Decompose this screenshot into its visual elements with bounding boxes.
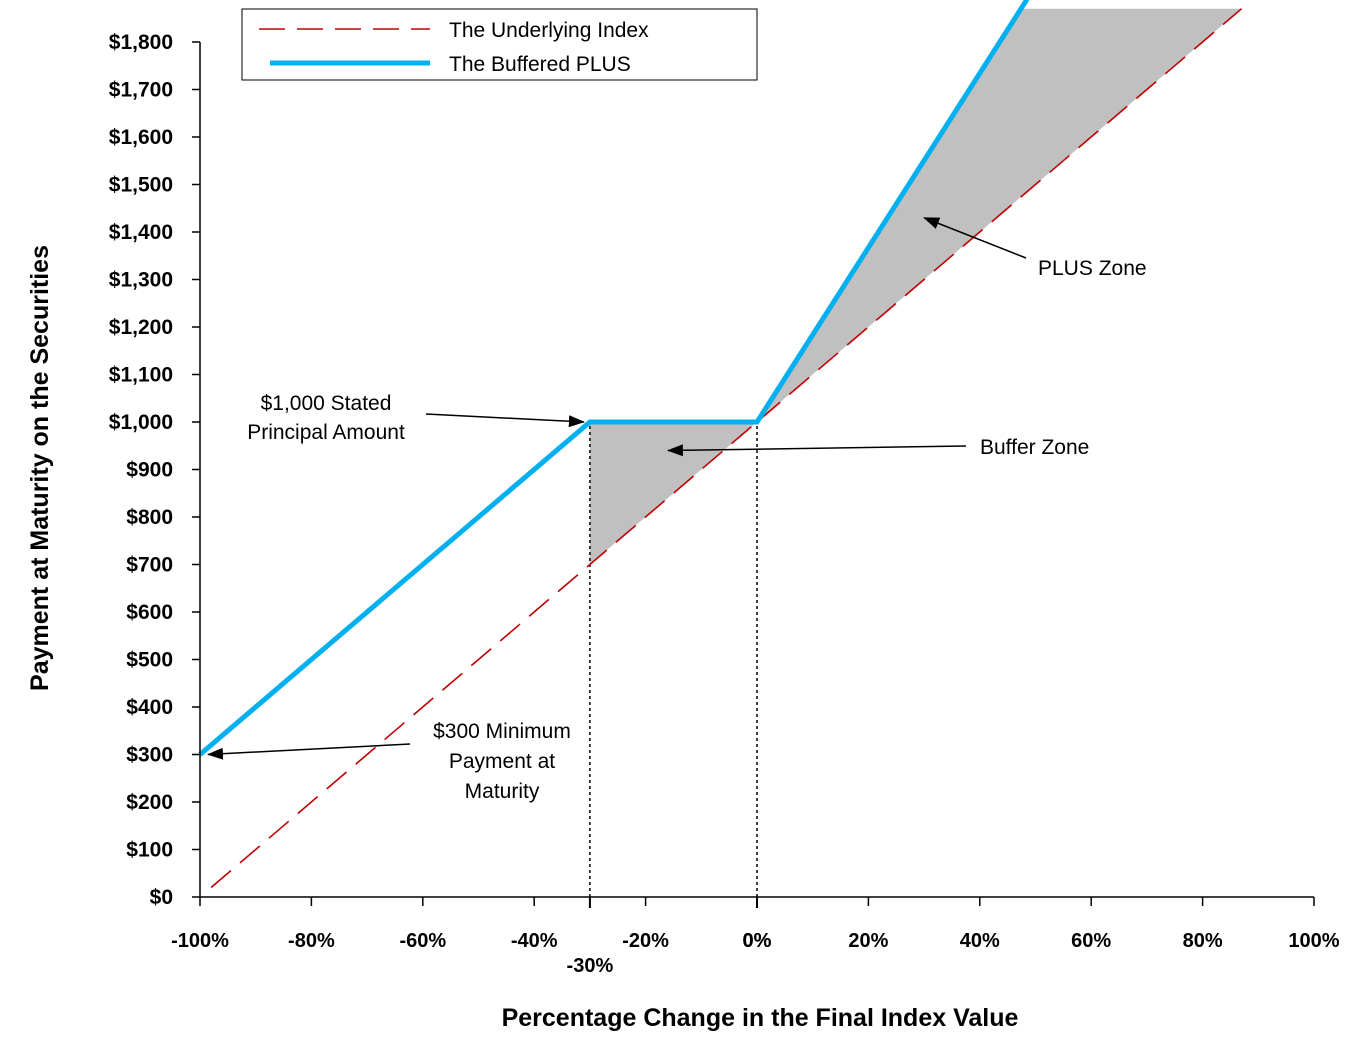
y-tick-label: $500 [126, 649, 173, 672]
legend-label-underlying-index: The Underlying Index [449, 19, 649, 42]
annotation-text-0: $1,000 Stated Principal Amount [247, 392, 405, 444]
series-lines [198, 0, 1243, 889]
y-tick-label: $400 [126, 696, 173, 719]
y-tick-label: $300 [126, 744, 173, 767]
x-tick-label: 20% [848, 930, 888, 952]
x-tick-label: 100% [1288, 930, 1339, 952]
axes: $0 $100 $200 $300 $400 $500 $600 $700 $800 $900 $1… [109, 31, 1340, 977]
y-tick-label: $1,600 [109, 126, 173, 149]
x-tick-label: -80% [288, 930, 335, 952]
annotation-text-2: Buffer Zone [980, 436, 1089, 459]
x-tick-label: -60% [399, 930, 446, 952]
y-tick-label: $1,400 [109, 221, 173, 244]
y-tick-label: $1,700 [109, 79, 173, 102]
annotations: $1,000 Stated Principal Amount PLUS Zone Bu… [207, 217, 1147, 803]
legend: The Underlying Index The Buffered PLUS [241, 8, 758, 81]
annotation-line: PLUS Zone [1038, 257, 1147, 280]
y-tick-label: $100 [126, 839, 173, 862]
x-tick-label: -100% [171, 930, 229, 952]
reference-lines [589, 422, 758, 897]
legend-label-buffered-plus: The Buffered PLUS [449, 53, 631, 76]
x-tick-label: 0% [743, 930, 772, 952]
y-tick-label: $200 [126, 791, 173, 814]
annotation-line: Maturity [465, 780, 540, 803]
y-tick-label: $900 [126, 459, 173, 482]
y-tick-label: $1,000 [109, 411, 173, 434]
y-tick-label: $1,100 [109, 364, 173, 387]
x-tick-label: 80% [1183, 930, 1223, 952]
annotation-arrow-2 [666, 444, 967, 457]
y-tick-label: $1,200 [109, 316, 173, 339]
y-tick-label: $700 [126, 554, 173, 577]
x-tick-label-extra: -30% [567, 955, 614, 977]
x-tick-label-extra: 0% [743, 930, 772, 952]
annotation-text-1: PLUS Zone [1038, 257, 1147, 280]
annotation-arrow-3 [207, 743, 411, 760]
annotation-line: Payment at [449, 750, 555, 773]
series-line-1 [198, 0, 1030, 757]
x-tick-label: -20% [622, 930, 669, 952]
x-tick-label: -40% [511, 930, 558, 952]
x-tick-label: 40% [960, 930, 1000, 952]
x-axis-title: Percentage Change in the Final Index Val… [502, 1004, 1019, 1032]
y-tick-label: $1,500 [109, 174, 173, 197]
annotation-line: Principal Amount [247, 421, 405, 444]
y-tick-label: $1,800 [109, 31, 173, 54]
annotation-line: Buffer Zone [980, 436, 1089, 459]
legend-box [241, 8, 758, 81]
y-tick-label: $0 [150, 886, 173, 909]
annotation-text-3: $300 Minimum Payment at Maturity [433, 720, 571, 803]
x-tick-label: 60% [1071, 930, 1111, 952]
y-tick-label: $1,300 [109, 269, 173, 292]
y-tick-label: $800 [126, 506, 173, 529]
annotation-line: $1,000 Stated [261, 392, 392, 415]
annotation-line: $300 Minimum [433, 720, 571, 743]
y-tick-label: $600 [126, 601, 173, 624]
annotation-arrow-1 [923, 217, 1027, 259]
y-axis-title: Payment at Maturity on the Securities [26, 245, 54, 691]
annotation-arrow-0 [425, 413, 585, 428]
